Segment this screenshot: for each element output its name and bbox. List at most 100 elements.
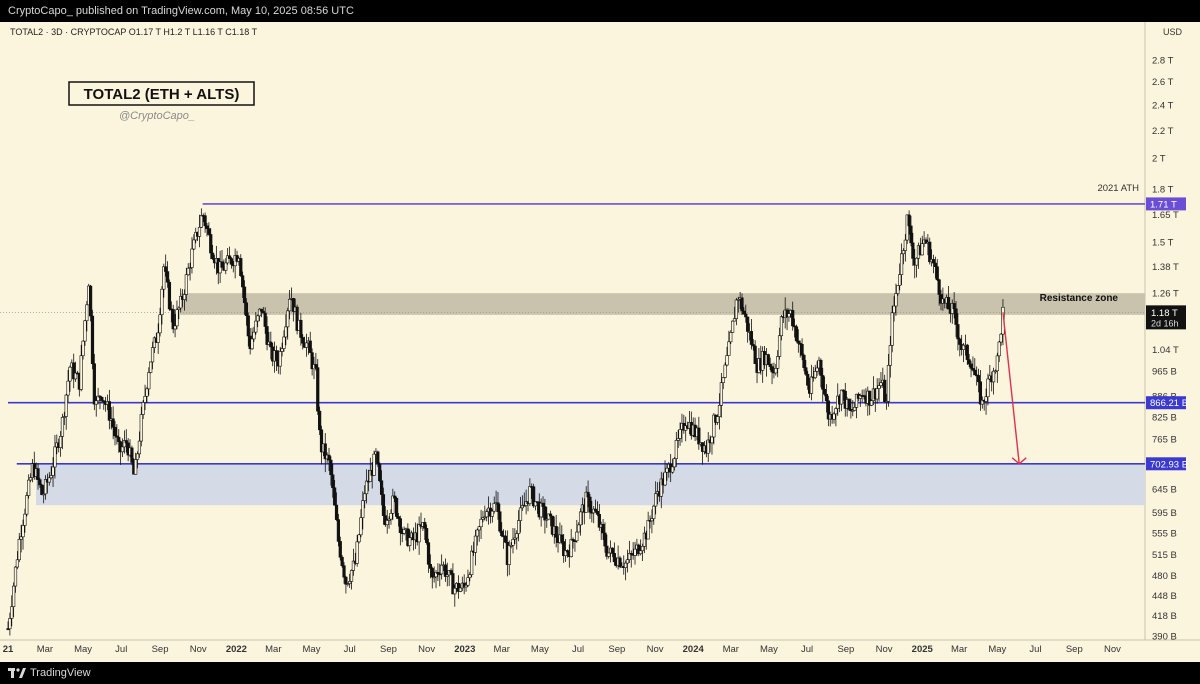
- candle-body: [629, 553, 633, 555]
- price-tick-label: 595 B: [1152, 508, 1177, 519]
- candle-body: [160, 288, 164, 316]
- candle-body: [451, 573, 455, 595]
- candle-body: [391, 495, 395, 514]
- candle-body: [19, 536, 23, 540]
- candle-body: [727, 341, 731, 356]
- candle-body: [646, 520, 650, 540]
- candle-body: [890, 312, 894, 346]
- level-badge-label: 702.93 B: [1150, 459, 1188, 470]
- candle-body: [376, 451, 380, 465]
- candle-body: [719, 382, 723, 406]
- time-tick-label: Nov: [647, 644, 664, 655]
- candle-body: [898, 274, 902, 286]
- candle-body: [851, 410, 855, 412]
- candle-body: [363, 493, 367, 501]
- candle-body: [197, 226, 202, 237]
- candle-body: [261, 310, 265, 314]
- candle-body: [612, 553, 616, 563]
- symbol-ohlc-line: TOTAL2 · 3D · CRYPTOCAP O1.17 T H1.2 T L…: [10, 27, 258, 37]
- price-tick-label: 1.38 T: [1152, 262, 1179, 273]
- candle-body: [483, 516, 487, 519]
- candle-body: [749, 331, 754, 345]
- time-tick-label: Sep: [380, 644, 397, 655]
- candle-body: [381, 494, 386, 516]
- candle-body: [933, 262, 937, 267]
- candle-body: [473, 535, 478, 553]
- candle-body: [314, 364, 318, 368]
- candle-body: [396, 516, 401, 519]
- candle-body: [25, 495, 29, 515]
- candle-body: [257, 308, 262, 317]
- candle-body: [809, 376, 814, 394]
- candle-body: [438, 573, 442, 576]
- candle-body: [252, 331, 256, 340]
- candle-body: [792, 325, 797, 328]
- price-tick-label: 645 B: [1152, 484, 1177, 495]
- candle-body: [90, 315, 95, 365]
- candle-body: [550, 515, 555, 535]
- candle-body: [911, 242, 915, 259]
- chart-title-box: TOTAL2 (ETH + ALTS): [68, 81, 255, 106]
- candle-body: [603, 532, 607, 547]
- candle-body: [575, 531, 579, 542]
- candle-body: [254, 320, 258, 333]
- candle-body: [274, 350, 279, 361]
- candle-body: [744, 313, 748, 318]
- candle-body: [385, 520, 389, 526]
- candle-body: [539, 502, 543, 518]
- candle-body: [329, 459, 333, 476]
- candle-body: [179, 296, 183, 309]
- candle-body: [824, 393, 829, 402]
- candle-body: [158, 314, 162, 334]
- candle-body: [954, 308, 958, 325]
- price-axis-background: [1145, 22, 1200, 640]
- candle-body: [640, 546, 645, 552]
- candle-body: [774, 368, 778, 374]
- candle-body: [190, 248, 194, 268]
- candle-body: [868, 390, 872, 406]
- candle-body: [211, 252, 215, 259]
- candle-body: [96, 395, 100, 402]
- candle-body: [976, 375, 981, 383]
- candle-body: [10, 606, 14, 619]
- projection-layer: [1002, 312, 1027, 465]
- projection-arrowhead: [1011, 457, 1027, 465]
- price-tick-label: 1.04 T: [1152, 345, 1179, 356]
- candle-body: [72, 362, 76, 380]
- time-tick-label: 2024: [683, 644, 705, 655]
- candle-body: [38, 479, 42, 486]
- candle-body: [946, 297, 951, 310]
- candle-body: [853, 407, 857, 411]
- time-axis[interactable]: 21 Mar May Jul Sep Nov 2022 Mar May Jul Sep Nov 2023…: [3, 644, 1121, 655]
- candle-body: [477, 526, 481, 531]
- candle-body: [884, 401, 889, 403]
- candle-body: [931, 259, 936, 264]
- candle-body: [973, 369, 977, 376]
- candle-body: [445, 574, 449, 577]
- candle-body: [986, 378, 990, 398]
- time-tick-label: Jul: [801, 644, 813, 655]
- candle-body: [961, 344, 966, 350]
- candle-body: [351, 560, 356, 571]
- candle-body: [333, 487, 337, 506]
- candle-body: [443, 564, 448, 577]
- candle-body: [875, 388, 879, 400]
- price-tick-label: 480 B: [1152, 571, 1177, 582]
- candle-body: [130, 447, 134, 463]
- candle-body: [545, 518, 549, 521]
- candle-body: [466, 577, 470, 586]
- price-tick-label: 1.5 T: [1152, 238, 1174, 249]
- candle-body: [978, 381, 983, 405]
- candle-body: [186, 267, 190, 276]
- candle-body: [821, 375, 825, 390]
- candle-body: [993, 370, 998, 373]
- candle-body: [92, 363, 96, 405]
- price-axis[interactable]: 2.8 T 2.6 T 2.4 T 2.2 T 2 T 1.8 T 1.65 T 1.5 T 1…: [1152, 55, 1179, 642]
- candle-body: [652, 505, 656, 519]
- candle-body: [725, 355, 729, 366]
- candle-body: [165, 271, 170, 283]
- chart[interactable]: 2.8 T2.6 T2.4 T2.2 T2 T1.8 T1.65 T1.5 T1…: [0, 22, 1200, 662]
- candle-body: [736, 299, 740, 301]
- candle-body: [359, 517, 363, 536]
- candle-body: [364, 480, 369, 495]
